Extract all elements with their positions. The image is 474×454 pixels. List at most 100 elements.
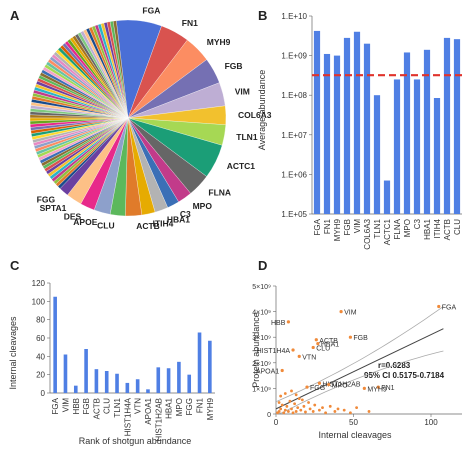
chart-d-point bbox=[300, 398, 304, 402]
chart-d-ytick-label: 1×10⁹ bbox=[252, 386, 271, 393]
chart-c-xtick-label: CLU bbox=[103, 398, 112, 414]
chart-d-point-label: FGG bbox=[310, 385, 325, 392]
chart-c-ytick-label: 120 bbox=[32, 279, 46, 288]
chart-b-bar bbox=[413, 79, 421, 214]
chart-d-point bbox=[286, 320, 290, 324]
chart-d-point bbox=[283, 392, 287, 395]
chart-c-ytick-label: 100 bbox=[32, 297, 46, 306]
chart-c-xtick-label: VIM bbox=[61, 398, 70, 413]
chart-d-point bbox=[314, 338, 318, 342]
chart-b-bar bbox=[373, 95, 381, 214]
chart-d-ylabel: Protein abundance bbox=[251, 312, 261, 388]
chart-b-ytick-label: 1.E+07 bbox=[281, 131, 307, 140]
panel-label-a: A bbox=[10, 8, 20, 23]
chart-d-xlabel: Internal cleavages bbox=[318, 430, 392, 440]
chart-d-point-label: HBB bbox=[271, 320, 286, 327]
chart-b-xtick-label: CLU bbox=[453, 219, 462, 235]
pie-slice-label: VIM bbox=[235, 87, 250, 97]
chart-d-point bbox=[294, 410, 298, 413]
chart-c-bar bbox=[135, 379, 140, 393]
chart-d-point bbox=[291, 411, 295, 415]
pie-slice-label: MPO bbox=[193, 201, 213, 211]
chart-d-point bbox=[318, 408, 321, 412]
chart-c-bar bbox=[197, 332, 202, 393]
pie-slice-label: C3 bbox=[180, 209, 191, 219]
chart-d-point-label: MYH9 bbox=[367, 386, 387, 393]
chart-b-bar bbox=[383, 180, 391, 214]
chart-d-point bbox=[285, 404, 289, 408]
chart-c-bar bbox=[63, 354, 68, 393]
chart-d-point bbox=[302, 404, 306, 408]
chart-d-point-label: HIST1H2AB bbox=[322, 381, 360, 388]
chart-b-bar bbox=[363, 43, 371, 214]
chart-b-bar bbox=[353, 31, 361, 215]
chart-b-ylabel: Average abundance bbox=[257, 70, 267, 150]
chart-b-xtick-label: C3 bbox=[413, 218, 422, 229]
scatter-chart-d: Protein abundance Internal cleavages r=0… bbox=[251, 284, 462, 440]
chart-c-bar bbox=[177, 361, 181, 393]
pie-slice-label: COL6A3 bbox=[238, 110, 272, 120]
chart-d-point bbox=[290, 389, 293, 393]
pie-slice bbox=[112, 20, 129, 119]
chart-d-point bbox=[304, 410, 307, 414]
chart-d-point bbox=[367, 410, 371, 413]
chart-b-bar bbox=[343, 37, 351, 214]
chart-b-xtick-label: HBA1 bbox=[423, 218, 432, 239]
chart-d-point bbox=[299, 408, 303, 412]
chart-c-xtick-label: VTN bbox=[134, 398, 143, 414]
chart-d-point bbox=[348, 335, 352, 339]
chart-d-point bbox=[355, 406, 358, 409]
chart-b-xtick-label: ACTC1 bbox=[383, 218, 392, 245]
chart-c-ytick-label: 0 bbox=[41, 389, 46, 398]
chart-b-bar bbox=[443, 37, 451, 214]
chart-d-point-label: MPO bbox=[332, 383, 349, 390]
chart-c-bar bbox=[125, 382, 130, 393]
chart-c-bar bbox=[84, 349, 88, 393]
chart-d-point-label: HBA1 bbox=[321, 342, 339, 349]
chart-d-point bbox=[280, 403, 284, 407]
pie-slice-label: FGG bbox=[37, 195, 56, 205]
chart-d-point bbox=[308, 407, 312, 411]
chart-d-ytick-label: 4×10⁹ bbox=[252, 310, 271, 317]
chart-d-point bbox=[283, 408, 287, 412]
chart-b-xtick-label: ACTB bbox=[443, 219, 452, 240]
chart-d-point-label: APOA1 bbox=[256, 368, 279, 375]
chart-d-point bbox=[296, 406, 300, 409]
chart-b-xtick-label: FGA bbox=[313, 218, 322, 235]
chart-b-xtick-label: FLNA bbox=[393, 218, 402, 239]
chart-b-xtick-label: VIM bbox=[353, 219, 362, 234]
chart-d-xtick-label: 50 bbox=[349, 418, 358, 427]
pie-slice-label: APOE bbox=[73, 217, 97, 227]
chart-d-point bbox=[349, 411, 352, 415]
chart-d-point bbox=[317, 381, 321, 385]
chart-d-point-label: VTN bbox=[302, 354, 316, 361]
chart-b-ytick-label: 1.E+09 bbox=[281, 52, 307, 61]
chart-b-ytick-label: 1.E+06 bbox=[281, 170, 307, 179]
chart-d-point bbox=[282, 411, 286, 415]
chart-d-ci-lower bbox=[275, 350, 444, 415]
chart-d-point-label: HIST1H4A bbox=[257, 348, 291, 355]
chart-c-xtick-label: HBA1 bbox=[165, 397, 174, 418]
pie-slice-label: TLN1 bbox=[236, 132, 258, 142]
chart-d-point bbox=[311, 345, 315, 350]
chart-d-point bbox=[293, 402, 296, 406]
chart-d-point bbox=[279, 407, 283, 411]
chart-b-xtick-label: FN1 bbox=[323, 218, 332, 234]
chart-d-point-label: FN1 bbox=[381, 385, 394, 392]
chart-d-point bbox=[287, 410, 290, 413]
chart-c-bar bbox=[166, 368, 171, 393]
chart-d-point bbox=[307, 401, 310, 404]
pie-slice-label: DES bbox=[64, 211, 82, 221]
chart-d-point bbox=[279, 394, 283, 398]
chart-d-point bbox=[362, 386, 366, 390]
chart-c-xtick-label: APOA1 bbox=[144, 397, 153, 424]
chart-d-point bbox=[311, 410, 315, 413]
chart-b-bar bbox=[323, 53, 331, 215]
chart-c-xtick-label: FN1 bbox=[196, 397, 205, 413]
chart-c-bar bbox=[187, 374, 192, 393]
chart-d-point-label: FGA bbox=[442, 304, 457, 311]
chart-d-point-label: VIM bbox=[344, 310, 357, 317]
chart-d-annotation-ci: 95% CI 0.5175-0.7184 bbox=[364, 371, 445, 380]
chart-b-xtick-label: ITIH4 bbox=[433, 218, 442, 238]
chart-d-point-label: CLU bbox=[316, 345, 330, 352]
